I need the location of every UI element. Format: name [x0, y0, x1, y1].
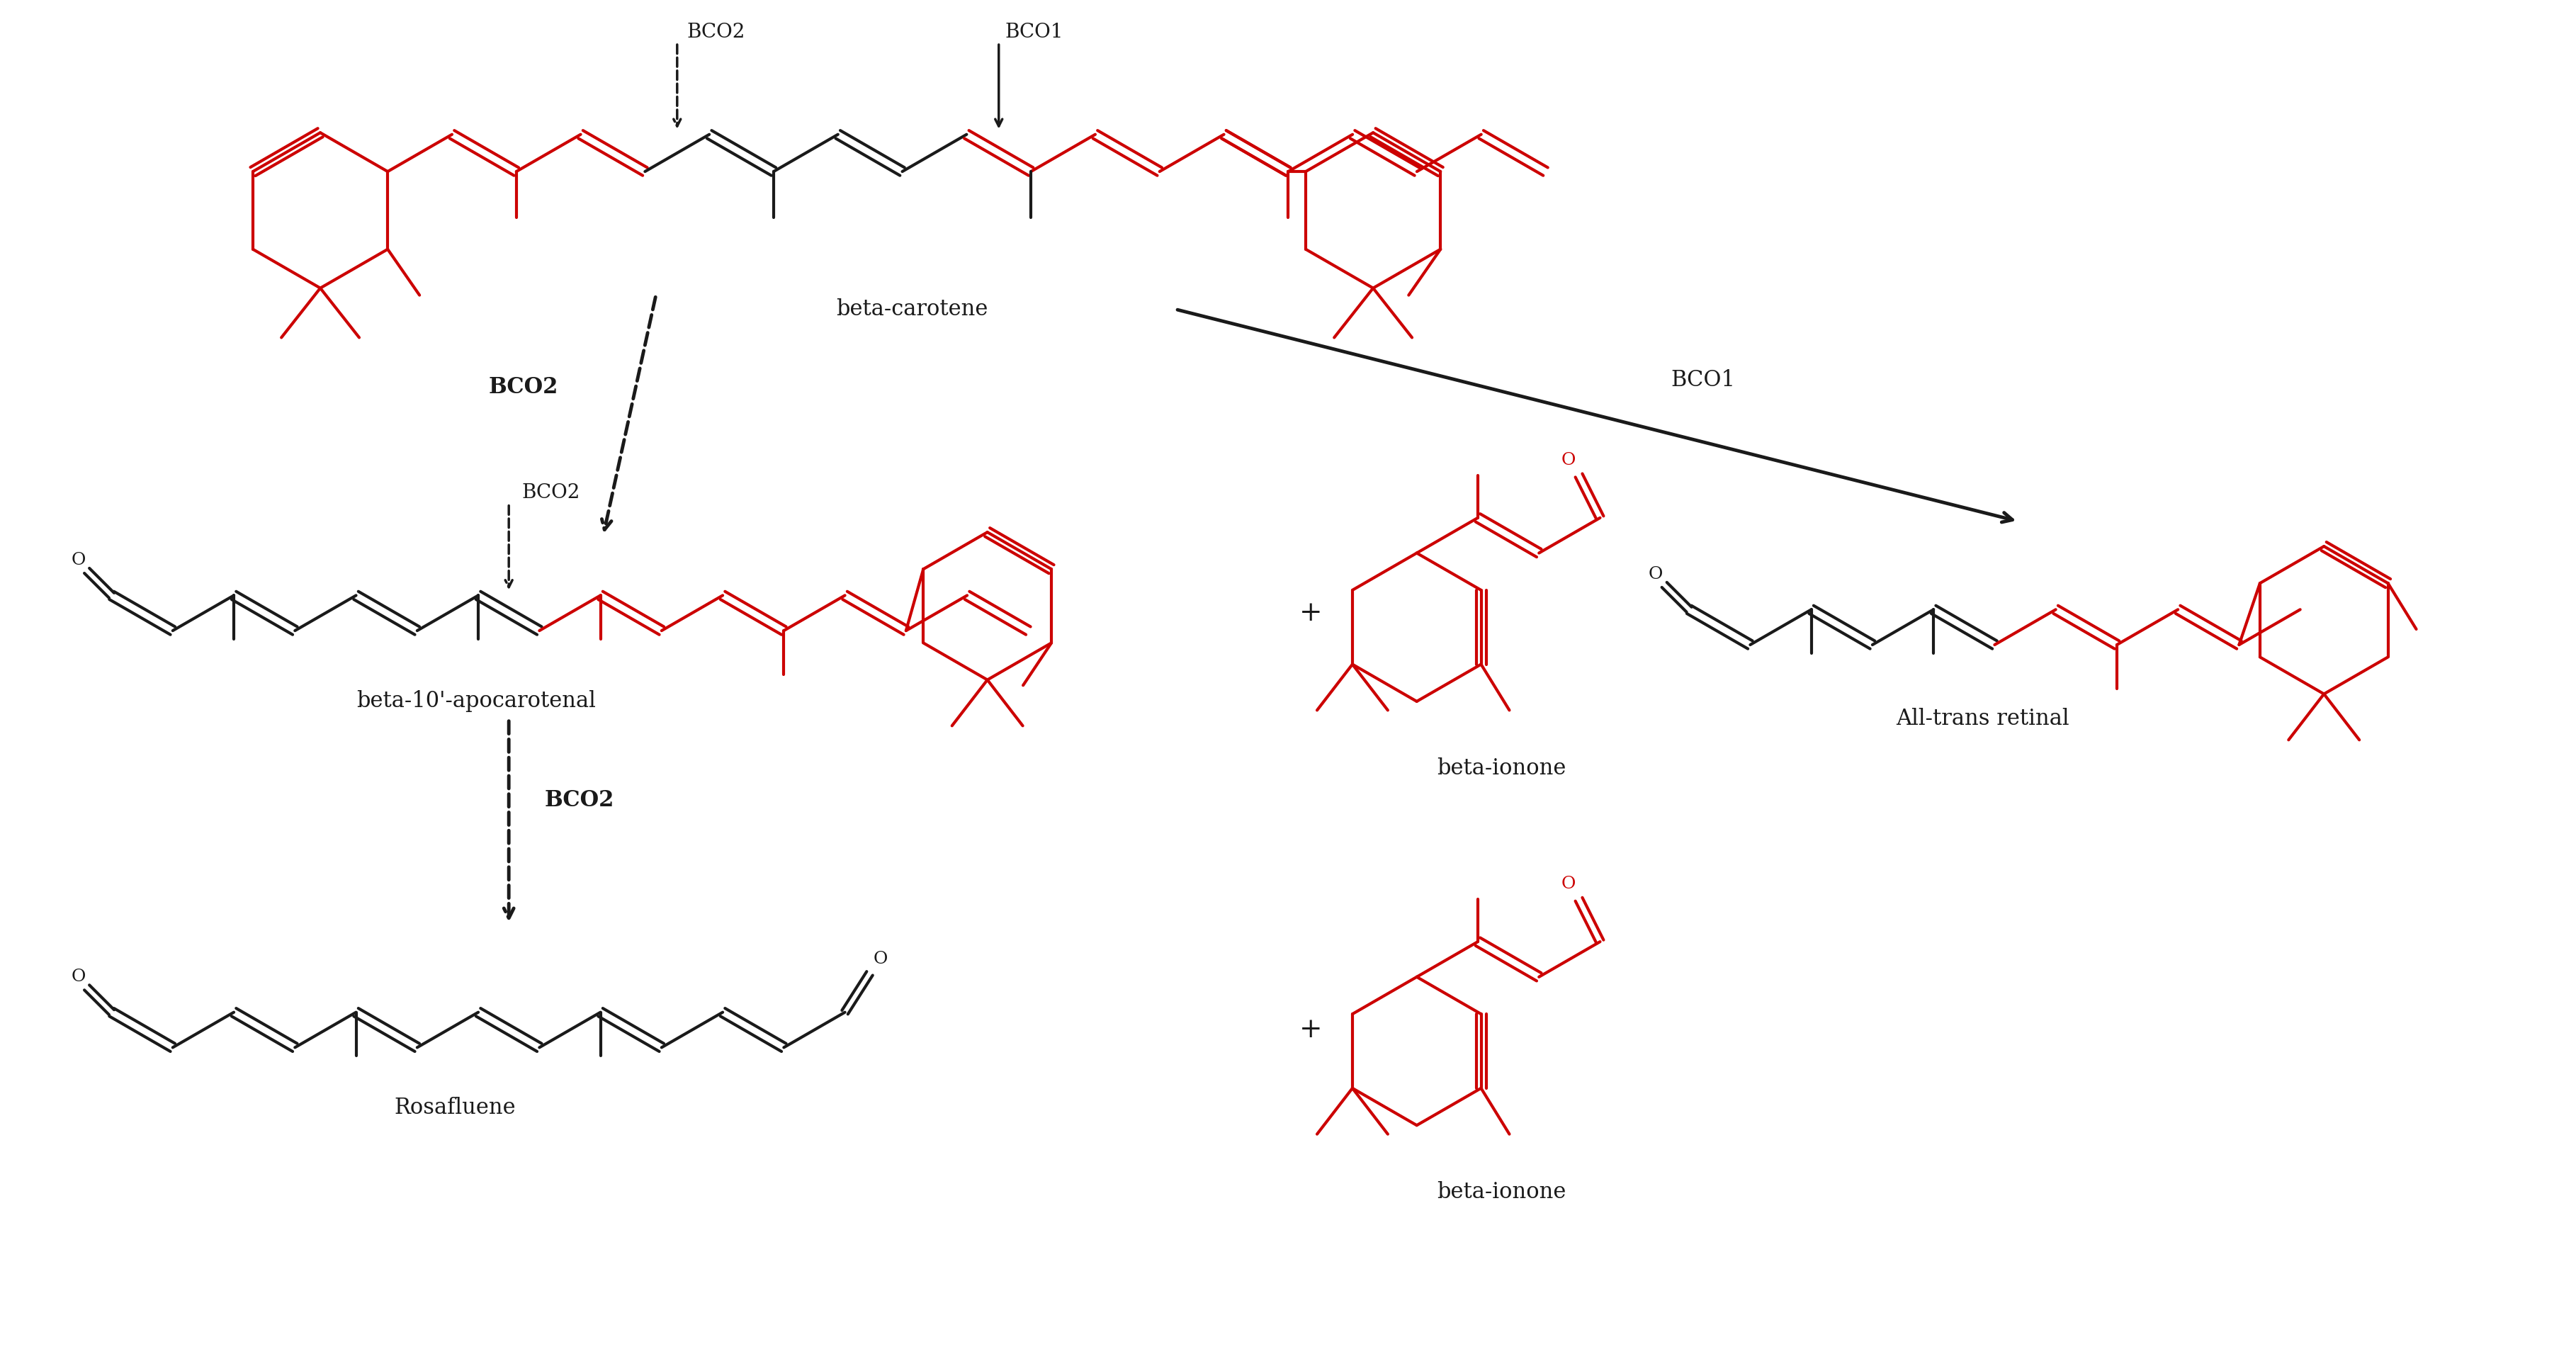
Text: O: O: [72, 553, 85, 568]
Text: O: O: [1561, 451, 1577, 468]
Text: BCO2: BCO2: [523, 484, 580, 503]
Text: beta-10'-apocarotenal: beta-10'-apocarotenal: [355, 691, 595, 713]
Text: BCO1: BCO1: [1005, 22, 1064, 41]
Text: beta-ionone: beta-ionone: [1437, 1182, 1566, 1204]
Text: BCO2: BCO2: [688, 22, 744, 41]
Text: +: +: [1298, 600, 1321, 627]
Text: BCO1: BCO1: [1672, 369, 1736, 391]
Text: O: O: [1561, 876, 1577, 893]
Text: O: O: [1649, 566, 1664, 583]
Text: BCO2: BCO2: [489, 376, 559, 398]
Text: beta-carotene: beta-carotene: [837, 299, 987, 321]
Text: Rosafluene: Rosafluene: [394, 1097, 515, 1119]
Text: All-trans retinal: All-trans retinal: [1896, 707, 2069, 729]
Text: +: +: [1298, 1017, 1321, 1043]
Text: BCO2: BCO2: [544, 790, 616, 812]
Text: O: O: [873, 951, 889, 968]
Text: O: O: [72, 969, 85, 986]
Text: beta-ionone: beta-ionone: [1437, 758, 1566, 780]
